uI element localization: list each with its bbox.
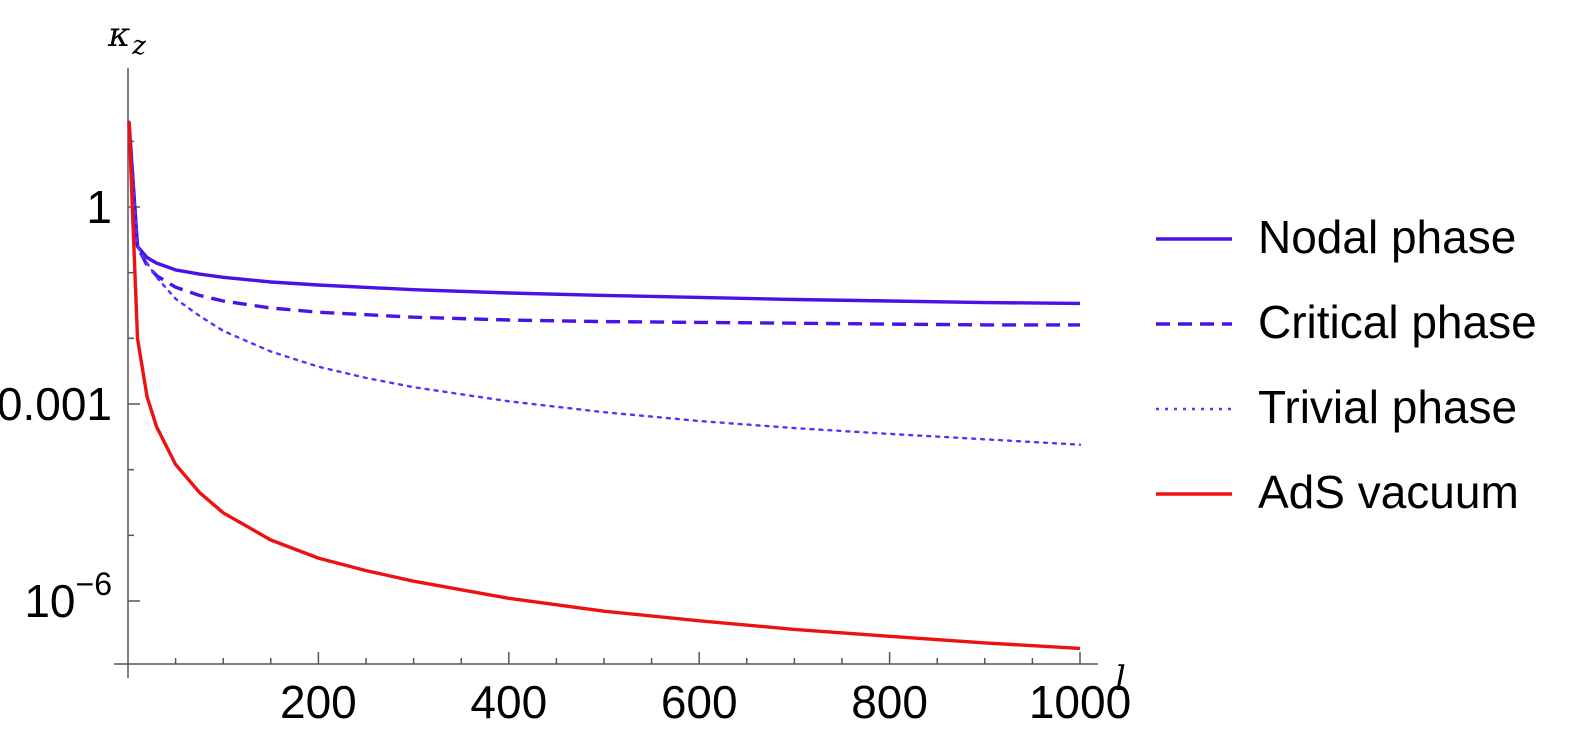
x-tick-label: 600 [661,676,738,728]
y-tick-label: 1 [86,181,112,233]
legend: Nodal phase Critical phase Trivial phase Ad… [1156,211,1537,518]
x-tick-label: 200 [280,676,357,728]
legend-label: Nodal phase [1258,211,1516,263]
legend-label: Critical phase [1258,296,1537,348]
y-tick-label: 10−6 [24,566,112,627]
y-axis-title-symbol: κ [107,15,130,55]
y-axis-title-subscript: z [131,31,146,61]
series-line-trivial-phase [127,120,1082,446]
axes [114,68,1098,678]
x-tick-label: 1000 [1029,676,1131,728]
series-lines [127,120,1082,651]
legend-label: AdS vacuum [1258,466,1519,518]
y-tick-label: 0.001 [0,378,112,430]
series-line-ads-vacuum [127,121,1081,651]
x-tick-label: 800 [851,676,928,728]
series-line-nodal-phase [127,121,1081,306]
x-tick-label: 400 [470,676,547,728]
x-axis-title: l [1115,659,1126,699]
y-axis-title: κz [107,15,146,61]
legend-label: Trivial phase [1258,381,1517,433]
axis-ticks: 200 400 600 800 1000 1 0.001 10−6 [0,140,1131,728]
